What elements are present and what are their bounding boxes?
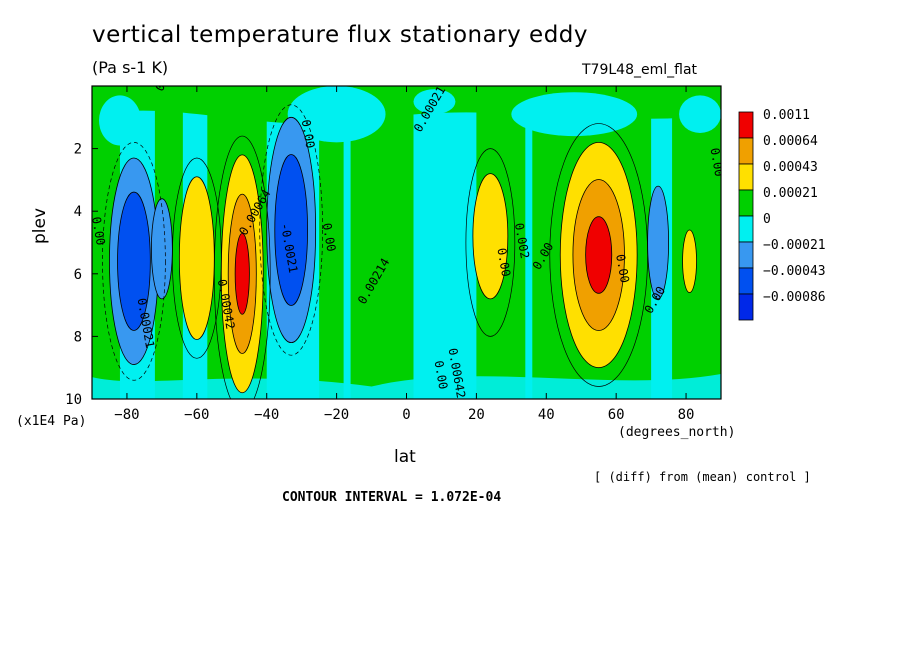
legend-label-7: −0.00086 [763, 290, 826, 305]
y-tick-label-1: 4 [74, 204, 82, 220]
x-tick-label-3: −20 [324, 407, 349, 423]
x-tick-label-2: −40 [254, 407, 279, 423]
blob-1-level-0 [151, 198, 173, 300]
legend-label-0: 0.0011 [763, 108, 810, 123]
legend-label-6: −0.00043 [763, 264, 826, 279]
blob-3-level-2 [234, 232, 250, 315]
diff-note: [ (diff) from (mean) control ] [594, 470, 811, 484]
contour-line-0 [102, 141, 166, 381]
top-cyan-3 [511, 92, 638, 137]
blob-0-level-1 [117, 191, 151, 331]
x-axis-unit: (degrees_north) [618, 425, 736, 440]
legend-label-3: 0.00021 [763, 186, 818, 201]
contour-label-1: 0.00 [89, 216, 108, 247]
blob-4-level-1 [274, 154, 308, 306]
blob-7-level-0 [647, 185, 669, 300]
legend-swatch-5 [738, 241, 754, 269]
contour-label-11: 0.002 [512, 222, 532, 260]
contour-label-10: 0.00 [494, 247, 513, 278]
x-tick-label-5: 20 [468, 407, 485, 423]
x-tick-label-7: 60 [608, 407, 625, 423]
contour-line-2 [213, 135, 271, 399]
contour-line-1 [259, 104, 323, 356]
y-tick-label-0: 2 [74, 142, 82, 158]
legend-swatch-3 [738, 189, 754, 217]
chart-title: vertical temperature flux stationary edd… [92, 22, 589, 48]
contour-interval: CONTOUR INTERVAL = 1.072E-04 [282, 490, 502, 505]
y-tick-label-4: 10 [65, 392, 82, 408]
legend-swatch-4 [738, 215, 754, 243]
top-cyan-1 [287, 86, 386, 143]
blob-2-level-0 [178, 176, 215, 340]
contour-label-8: 0.00 [320, 222, 339, 253]
legend-swatch-2 [738, 163, 754, 191]
legend-label-1: 0.00064 [763, 134, 818, 149]
x-axis-label: lat [394, 447, 416, 467]
legend-label-5: −0.00021 [763, 238, 826, 253]
contour-line-4 [465, 148, 516, 337]
y-axis-unit: (x1E4 Pa) [16, 414, 87, 429]
y-tick-label-3: 8 [74, 329, 82, 345]
blob-8-level-0 [682, 229, 697, 293]
legend-swatch-7 [738, 293, 754, 321]
x-tick-label-6: 40 [538, 407, 555, 423]
top-cyan-0 [98, 95, 141, 146]
x-tick-label-8: 80 [678, 407, 695, 423]
contour-line-5 [172, 157, 222, 359]
contour-label-17: 0.00 [432, 360, 451, 391]
legend-label-2: 0.00043 [763, 160, 818, 175]
x-tick-label-0: −80 [114, 407, 139, 423]
top-cyan-4 [679, 95, 721, 133]
contour-label-14: 0.00 [613, 253, 632, 284]
chart-units: (Pa s-1 K) [92, 58, 169, 77]
x-tick-label-1: −60 [184, 407, 209, 423]
legend-label-4: 0 [763, 212, 771, 227]
blob-6-level-2 [585, 216, 613, 294]
x-tick-label-4: 0 [402, 407, 410, 423]
contour-label-0: 0.00 [152, 62, 179, 94]
legend-swatch-0 [738, 111, 754, 139]
blob-5-level-0 [472, 173, 509, 300]
run-label: T79L48_eml_flat [582, 62, 698, 78]
legend-swatch-6 [738, 267, 754, 295]
legend-swatch-1 [738, 137, 754, 165]
contour-line-3 [549, 123, 648, 387]
y-tick-label-2: 6 [74, 267, 82, 283]
green-band-7 [672, 86, 721, 399]
top-cyan-2 [413, 89, 456, 115]
contour-label-2: 0.00 [299, 119, 318, 150]
